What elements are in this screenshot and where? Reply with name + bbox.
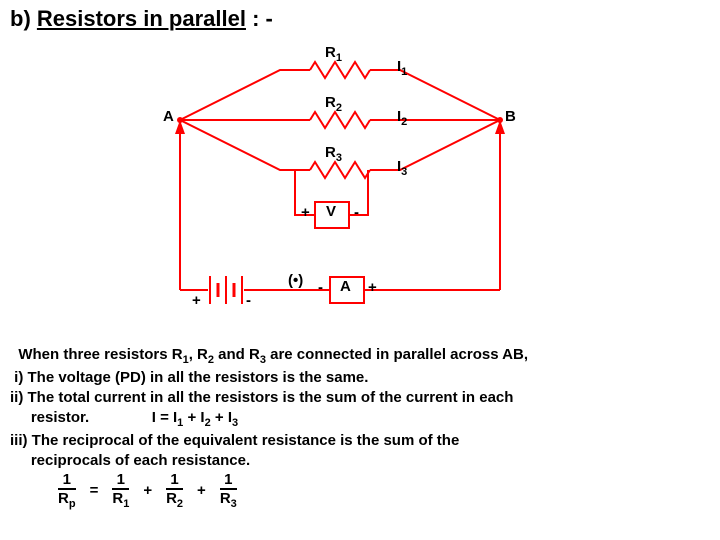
i1-label: I1 <box>397 58 407 78</box>
section-heading: b) Resistors in parallel : - <box>10 6 273 32</box>
ammeter-label: A <box>340 278 351 295</box>
circuit-svg <box>100 40 620 340</box>
i3-label: I3 <box>397 158 407 178</box>
voltmeter-plus: + <box>301 204 310 221</box>
voltmeter-label: V <box>326 203 336 220</box>
circuit-diagram: A B R1 I1 R2 I2 R3 I3 + V - + - (•) - A … <box>100 40 620 340</box>
text-line-6: reciprocals of each resistance. <box>10 451 710 471</box>
voltmeter-minus: - <box>354 204 359 221</box>
explanation-text: When three resistors R1, R2 and R3 are c… <box>10 345 710 510</box>
text-line-1: When three resistors R1, R2 and R3 are c… <box>10 345 710 368</box>
r1-label: R1 <box>325 44 342 64</box>
heading-prefix: b) <box>10 6 31 31</box>
rheostat-marker: (•) <box>288 272 303 289</box>
ammeter-minus: - <box>318 279 323 296</box>
r2-label: R2 <box>325 94 342 114</box>
node-b-label: B <box>505 108 516 125</box>
node-a-label: A <box>163 108 174 125</box>
battery-minus: - <box>246 292 251 309</box>
heading-title: Resistors in parallel <box>37 6 246 31</box>
text-line-4: resistor. I = I1 + I2 + I3 <box>10 408 710 431</box>
text-line-5: iii) The reciprocal of the equivalent re… <box>10 431 710 451</box>
text-line-2: i) The voltage (PD) in all the resistors… <box>10 368 710 388</box>
reciprocal-equation: 1Rp = 1R1 + 1R2 + 1R3 <box>50 472 710 510</box>
r3-label: R3 <box>325 144 342 164</box>
ammeter-plus: + <box>368 279 377 296</box>
battery-plus: + <box>192 292 201 309</box>
text-line-3: ii) The total current in all the resisto… <box>10 388 710 408</box>
i2-label: I2 <box>397 108 407 128</box>
heading-suffix: : - <box>252 6 273 31</box>
